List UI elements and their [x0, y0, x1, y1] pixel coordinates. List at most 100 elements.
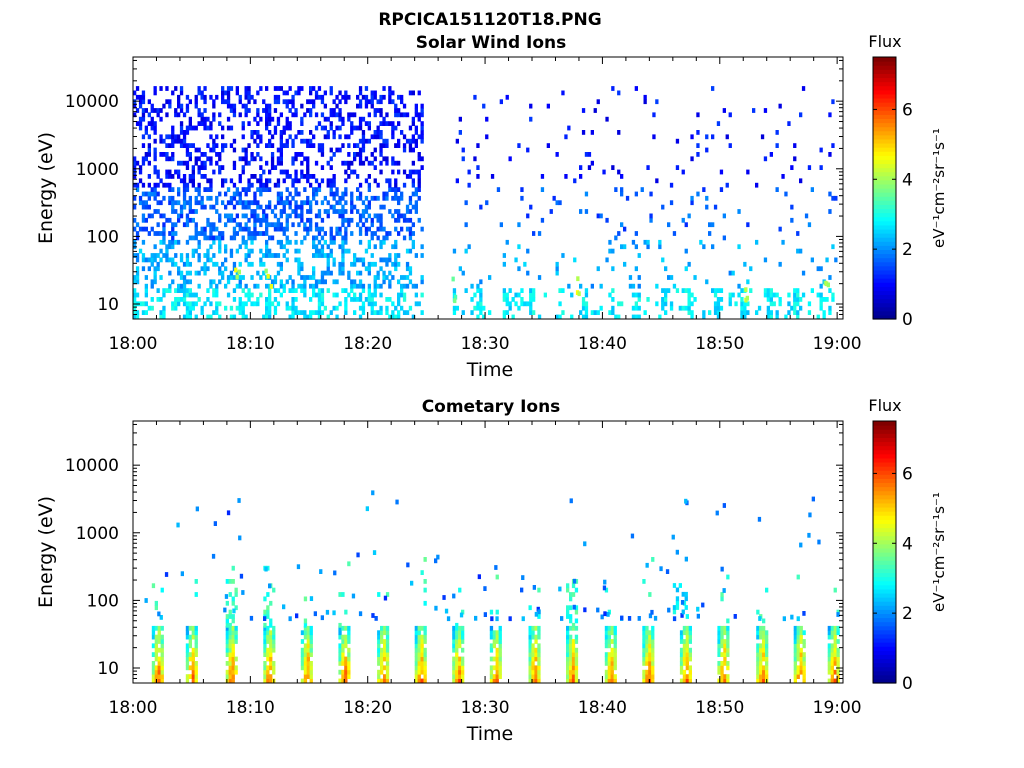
heatmap-cell: [648, 643, 652, 649]
heatmap-cell: [320, 178, 325, 184]
heatmap-cell: [200, 204, 204, 210]
heatmap-cell: [160, 639, 164, 644]
heatmap-cell: [356, 125, 360, 131]
heatmap-cell: [684, 248, 688, 254]
heatmap-cell: [162, 253, 166, 258]
heatmap-cell: [197, 253, 201, 258]
heatmap-cell: [288, 125, 292, 131]
heatmap-cell: [470, 297, 474, 302]
heatmap-cell: [414, 301, 418, 307]
heatmap-cell: [364, 266, 369, 272]
heatmap-cell: [498, 661, 502, 666]
heatmap-cell: [827, 665, 831, 671]
heatmap-cell: [174, 134, 178, 140]
heatmap-cell: [642, 656, 646, 662]
heatmap-cell: [405, 283, 410, 289]
heatmap-cell: [796, 288, 800, 293]
heatmap-cell: [229, 275, 234, 280]
heatmap-cell: [400, 226, 404, 232]
heatmap-cell: [306, 625, 310, 631]
heatmap-cell: [408, 90, 413, 96]
heatmap-cell: [306, 634, 310, 640]
heatmap-cell: [347, 292, 351, 298]
heatmap-cell: [350, 217, 354, 223]
heatmap-cell: [833, 661, 837, 666]
heatmap-cell: [269, 600, 273, 606]
heatmap-cell: [156, 191, 160, 197]
heatmap-cell: [329, 191, 333, 197]
heatmap-cell: [793, 630, 797, 636]
heatmap-cell: [309, 222, 313, 228]
heatmap-cell: [247, 187, 251, 192]
heatmap-cell: [229, 253, 234, 258]
heatmap-cell: [262, 231, 266, 236]
heatmap-cell: [338, 634, 342, 640]
heatmap-cell: [268, 297, 272, 302]
heatmap-cell: [382, 94, 386, 100]
heatmap-cell: [667, 222, 671, 228]
heatmap-cell: [303, 622, 308, 628]
colorbar-segment: [873, 175, 896, 181]
heatmap-cell: [232, 147, 237, 153]
heatmap-cell: [502, 297, 506, 302]
heatmap-cell: [263, 643, 267, 649]
heatmap-cell: [379, 257, 383, 263]
heatmap-cell: [153, 156, 157, 162]
heatmap-cell: [682, 669, 687, 675]
heatmap-cell: [546, 143, 550, 148]
heatmap-cell: [269, 661, 273, 666]
colorbar-segment: [873, 515, 896, 520]
heatmap-cell: [174, 253, 178, 258]
heatmap-cell: [133, 165, 137, 170]
heatmap-cell: [827, 652, 831, 657]
heatmap-cell: [711, 86, 715, 91]
heatmap-cell: [272, 639, 276, 644]
heatmap-cell: [221, 134, 225, 140]
heatmap-cell: [634, 301, 638, 307]
heatmap-cell: [338, 125, 342, 131]
heatmap-cell: [717, 669, 721, 675]
heatmap-cell: [279, 138, 283, 144]
heatmap-cell: [402, 297, 407, 302]
heatmap-cell: [713, 310, 718, 315]
heatmap-cell: [489, 609, 494, 615]
heatmap-cell: [725, 182, 729, 188]
heatmap-cell: [138, 226, 143, 232]
heatmap-cell: [247, 90, 251, 96]
heatmap-cell: [309, 647, 313, 653]
heatmap-cell: [720, 596, 724, 602]
colorbar-tick-label: 4: [902, 170, 913, 190]
heatmap-cell: [159, 108, 163, 113]
heatmap-cell: [344, 297, 348, 302]
heatmap-cell: [276, 195, 281, 201]
heatmap-cell: [138, 195, 143, 201]
heatmap-cell: [297, 261, 301, 267]
heatmap-cell: [269, 674, 273, 679]
heatmap-cell: [291, 209, 295, 214]
heatmap-cell: [154, 600, 158, 606]
heatmap-cell: [819, 301, 823, 307]
colorbar-segment: [873, 167, 896, 173]
heatmap-cell: [159, 297, 163, 302]
x-tick-label: 18:20: [343, 334, 392, 354]
heatmap-cell: [402, 143, 407, 148]
heatmap-cell: [303, 618, 308, 624]
heatmap-cell: [270, 160, 275, 166]
heatmap-cell: [177, 169, 181, 175]
heatmap-cell: [259, 261, 263, 267]
heatmap-cell: [185, 678, 190, 684]
heatmap-cell: [144, 200, 148, 206]
heatmap-cell: [180, 571, 184, 577]
heatmap-cell: [790, 204, 794, 210]
heatmap-cell: [259, 116, 263, 122]
heatmap-cell: [476, 305, 480, 311]
heatmap-cell: [517, 266, 521, 272]
figure-title: RPCICA151120T18.PNG: [378, 10, 601, 30]
heatmap-cell: [373, 156, 377, 162]
heatmap-cell: [160, 643, 164, 649]
heatmap-cell: [276, 116, 281, 122]
heatmap-cell: [728, 297, 732, 302]
heatmap-cell: [188, 200, 192, 206]
heatmap-cell: [394, 112, 398, 118]
heatmap-cell: [682, 656, 687, 662]
